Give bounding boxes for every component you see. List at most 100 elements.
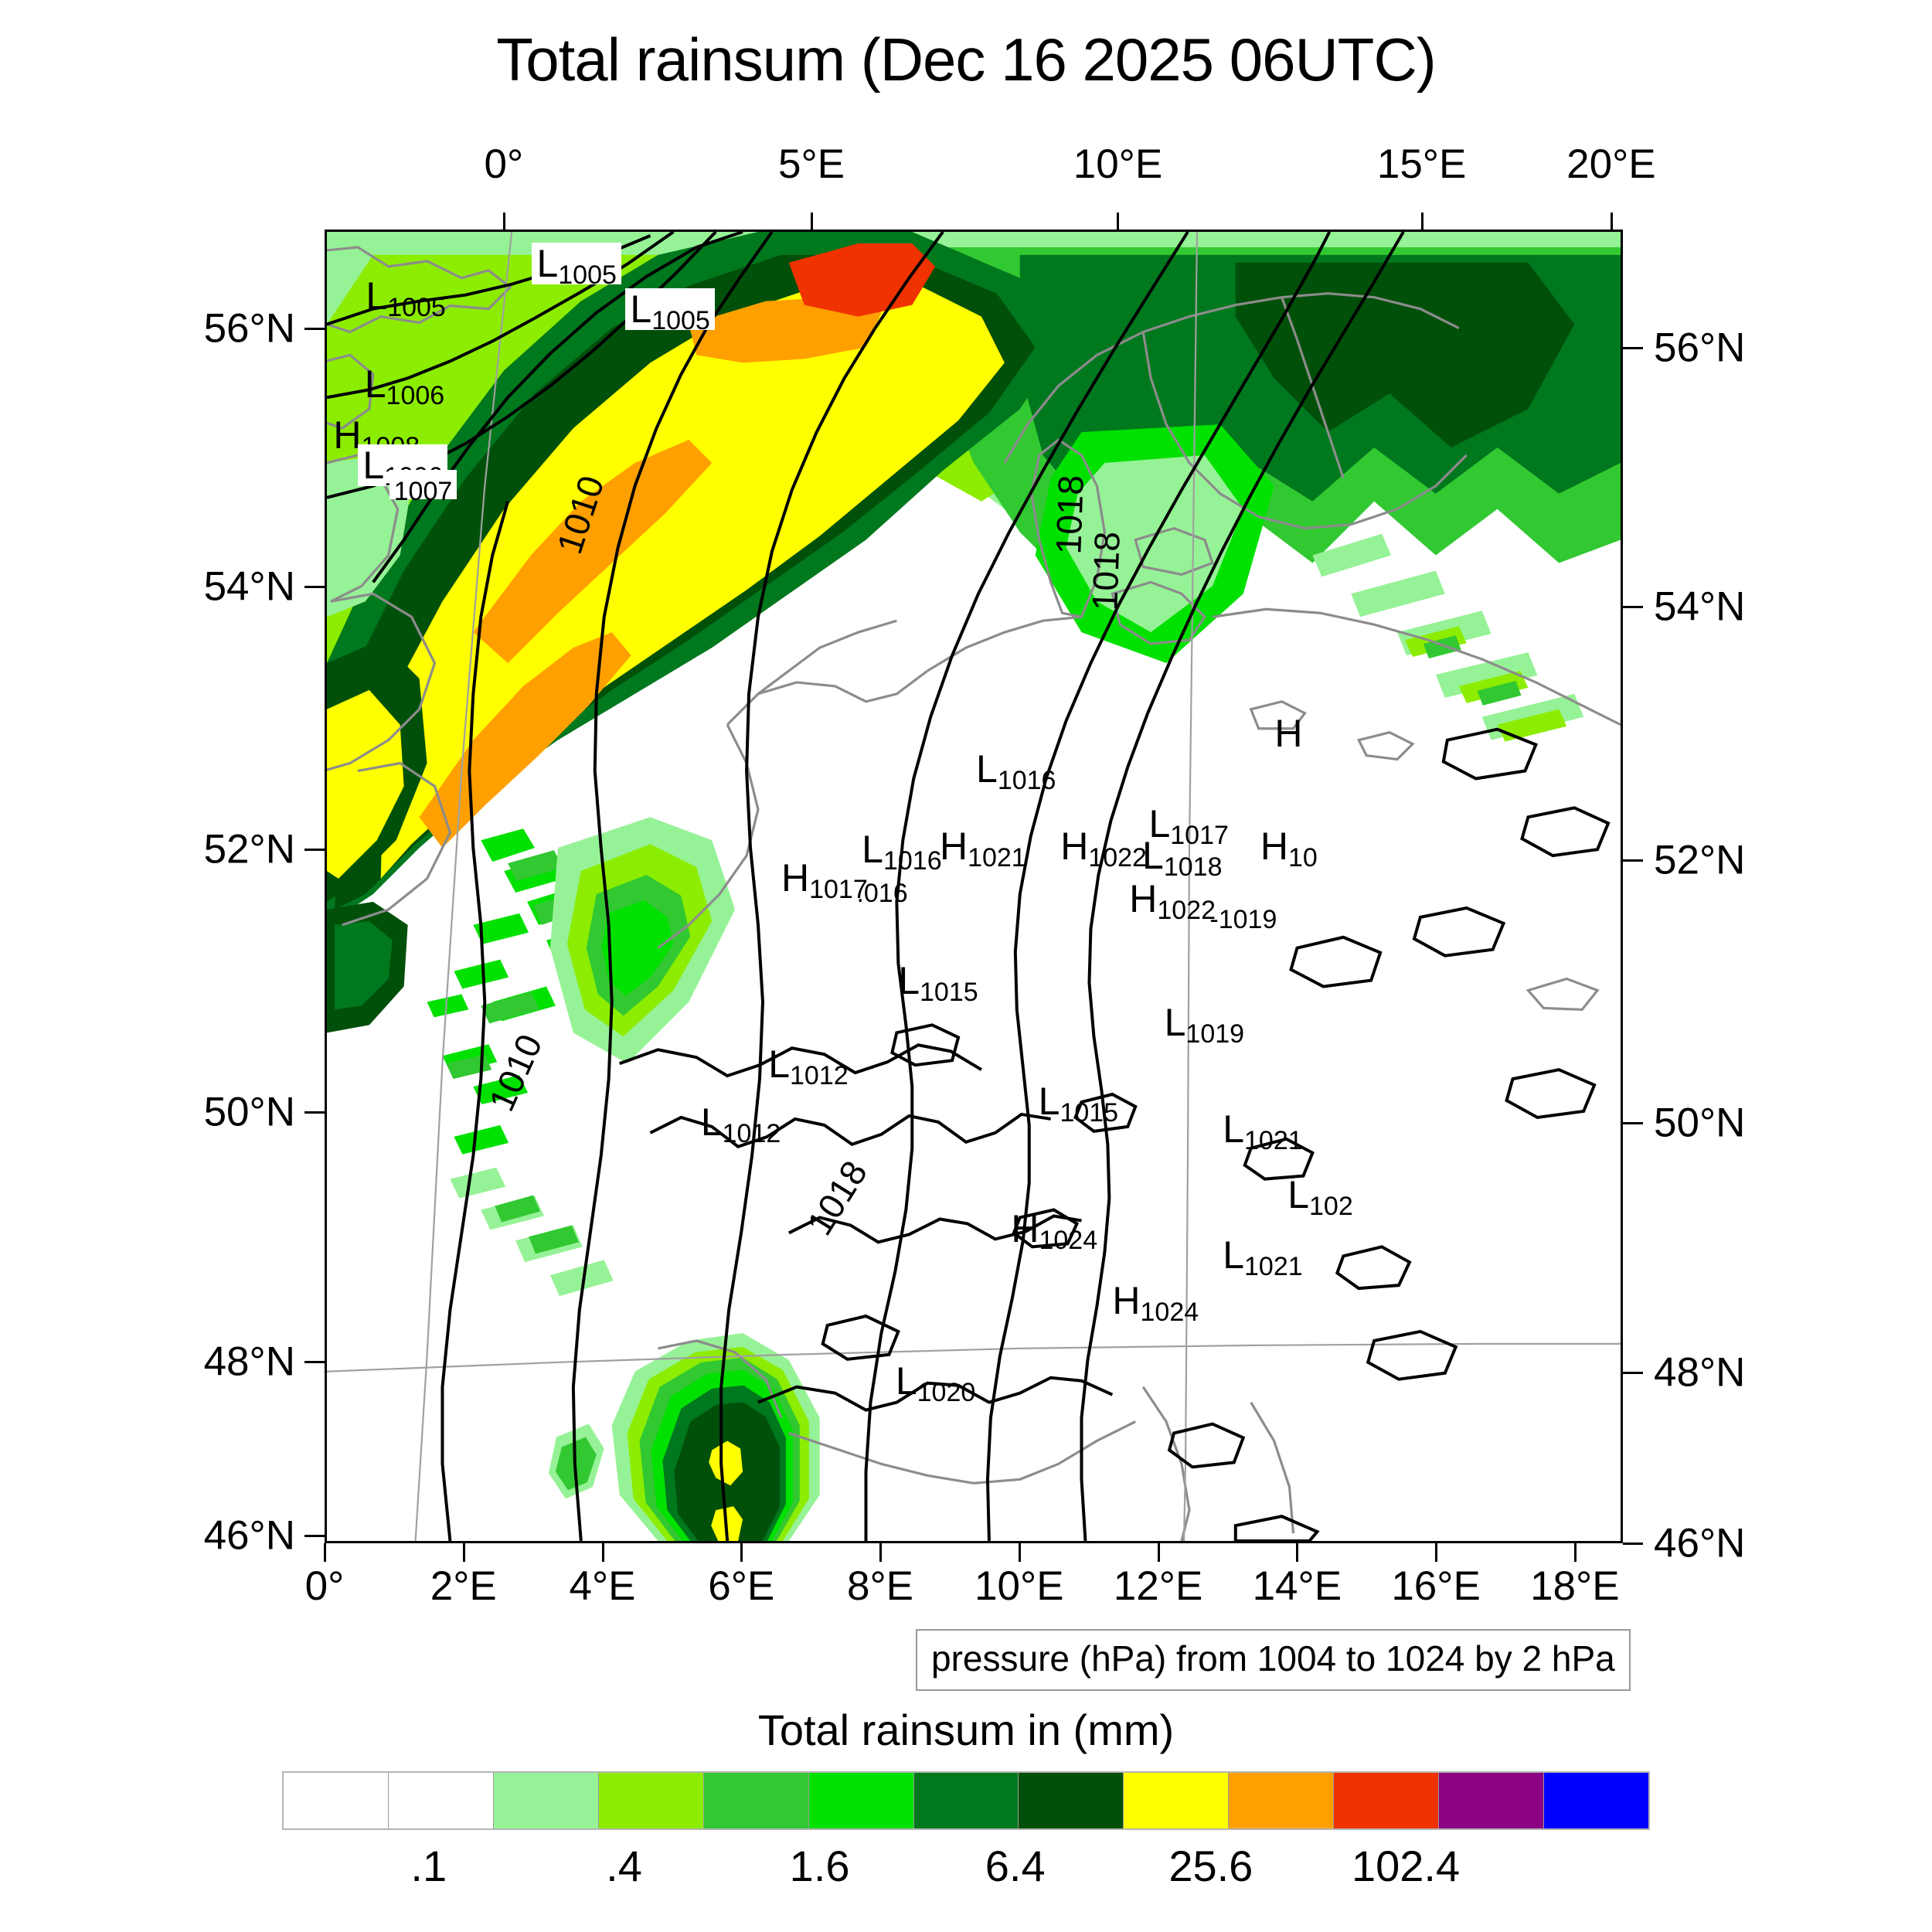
bottom-axis-label-8: 16°E xyxy=(1391,1563,1481,1609)
top-tickmark-2 xyxy=(1117,213,1120,230)
contour-value-label-3: 1018 xyxy=(1084,530,1128,611)
left-tickmark-0 xyxy=(304,327,325,330)
pressure-value: 1022 xyxy=(1157,896,1216,926)
top-tickmark-3 xyxy=(1420,213,1423,230)
pressure-symbol: L xyxy=(700,1100,723,1145)
pressure-symbol: L xyxy=(1223,1233,1244,1277)
colorbar-title: Total rainsum in (mm) xyxy=(757,1706,1175,1754)
pressure-high-label-13: H10 xyxy=(1260,827,1318,871)
right-tickmark-0 xyxy=(1623,347,1643,349)
pressure-symbol: L xyxy=(768,1043,790,1087)
pressure-symbol: L xyxy=(536,241,559,285)
pressure-symbol: L xyxy=(366,274,388,318)
pressure-low-label-12: L1018 xyxy=(1142,836,1222,880)
colorbar-swatch-0 xyxy=(284,1773,389,1828)
pressure-value: 1012 xyxy=(722,1119,781,1149)
pressure-low-label-2: L1005 xyxy=(625,288,715,334)
right-tickmark-1 xyxy=(1623,605,1643,608)
colorbar-swatch-6 xyxy=(913,1773,1019,1828)
pressure-value: 1016 xyxy=(883,845,942,876)
colorbar-swatch-3 xyxy=(598,1773,704,1828)
precipitation-shading xyxy=(327,232,1621,1541)
bottom-tickmark-9 xyxy=(1573,1543,1577,1562)
right-tickmark-3 xyxy=(1623,1122,1643,1124)
pressure-value: 1022 xyxy=(1088,843,1147,873)
bottom-axis-label-5: 10°E xyxy=(975,1563,1064,1609)
pressure-value: 1017 xyxy=(809,874,868,904)
top-axis-label-3: 15°E xyxy=(1376,141,1467,187)
pressure-value: 1005 xyxy=(387,292,446,322)
top-axis-label-2: 10°E xyxy=(1073,141,1163,187)
pressure-symbol: H xyxy=(1060,825,1089,869)
pressure-symbol: H xyxy=(939,825,968,869)
weather-map-canvas xyxy=(327,232,1621,1541)
pressure-value: 1017 xyxy=(1170,821,1229,851)
pressure-value: 1006 xyxy=(386,380,445,410)
bottom-axis-label-1: 2°E xyxy=(430,1563,497,1609)
pressure-symbol: H xyxy=(1129,877,1158,921)
right-axis-label-4: 48°N xyxy=(1654,1349,1746,1396)
colorbar-tick-label-5: 102.4 xyxy=(1351,1842,1461,1890)
pressure-legend: pressure (hPa) from 1004 to 1024 by 2 hP… xyxy=(916,1629,1631,1691)
pressure-high-label-27: H1024 xyxy=(1112,1281,1199,1325)
colorbar[interactable] xyxy=(282,1771,1650,1830)
right-tickmark-4 xyxy=(1623,1372,1643,1374)
pressure-low-label-19: L1019 xyxy=(1164,1000,1244,1047)
bottom-axis-label-9: 18°E xyxy=(1530,1563,1620,1609)
colorbar-label-row: .1 .4 1.6 6.4 25.6 102.4 xyxy=(282,1841,1650,1903)
bottom-tickmark-4 xyxy=(879,1543,883,1562)
pressure-value: 1021 xyxy=(1244,1125,1303,1155)
pressure-low-label-23: L1012 xyxy=(700,1100,781,1147)
pressure-low-label-1: L1005 xyxy=(532,241,621,288)
bottom-tickmark-1 xyxy=(462,1543,465,1562)
bottom-tickmark-2 xyxy=(601,1543,604,1562)
pressure-value: .016 xyxy=(856,878,908,908)
top-axis-label-1: 5°E xyxy=(777,141,845,187)
page-title: Total rainsum (Dec 16 2025 06UTC) xyxy=(496,26,1437,94)
pressure-value: 1024 xyxy=(1140,1298,1199,1328)
pressure-symbol: H xyxy=(1274,711,1303,755)
pressure-low-label-25: L1021 xyxy=(1223,1233,1302,1280)
pressure-symbol: L xyxy=(895,1359,917,1403)
pressure-low-label-7: L1016 xyxy=(976,750,1056,794)
pressure-symbol: L xyxy=(1164,1000,1186,1044)
pressure-value: 1020 xyxy=(917,1378,976,1407)
pressure-low-label-20: L1012 xyxy=(768,1043,848,1089)
pressure-value: 1007 xyxy=(393,476,453,506)
left-tickmark-1 xyxy=(304,586,325,589)
pressure-value: 1005 xyxy=(558,260,617,290)
pressure-value-label-6: 1007 xyxy=(389,469,457,505)
right-axis-label-0: 56°N xyxy=(1654,325,1746,371)
left-axis-label-1: 54°N xyxy=(203,563,295,610)
right-axis-label-1: 54°N xyxy=(1654,583,1746,630)
right-axis-label-2: 52°N xyxy=(1654,837,1746,883)
left-axis-label-3: 50°N xyxy=(203,1089,295,1135)
right-tickmark-2 xyxy=(1623,859,1643,862)
pressure-value: -1019 xyxy=(1209,904,1277,934)
pressure-symbol: L xyxy=(362,444,385,488)
pressure-value: 102 xyxy=(1309,1191,1353,1221)
pressure-value: 1019 xyxy=(1185,1019,1245,1049)
colorbar-tick-label-4: 25.6 xyxy=(1168,1842,1253,1890)
bottom-tickmark-5 xyxy=(1018,1543,1021,1562)
colorbar-swatch-8 xyxy=(1124,1773,1230,1828)
colorbar-tick-label-1: .4 xyxy=(606,1842,642,1890)
colorbar-swatch-5 xyxy=(808,1773,914,1828)
left-axis-label-5: 46°N xyxy=(203,1512,295,1559)
contour-value-label-2: 1018 xyxy=(1048,474,1091,555)
pressure-symbol: L xyxy=(1287,1172,1309,1216)
pressure-low-label-9: L1016 xyxy=(862,830,941,874)
pressure-symbol: H xyxy=(1011,1206,1039,1250)
right-axis-label-3: 50°N xyxy=(1654,1100,1746,1146)
pressure-symbol: H xyxy=(333,413,362,457)
map-plot-frame: L1005L1005L1005L1006H1008L10061007L1016L… xyxy=(325,230,1623,1543)
bottom-axis-label-7: 14°E xyxy=(1252,1563,1342,1609)
pressure-low-label-3: L1006 xyxy=(365,365,444,409)
colorbar-swatch-1 xyxy=(388,1773,494,1828)
colorbar-swatch-7 xyxy=(1019,1773,1124,1828)
top-tickmark-0 xyxy=(502,213,505,230)
bottom-axis-label-4: 8°E xyxy=(847,1563,914,1609)
pressure-value: 1021 xyxy=(968,843,1026,873)
bottom-tickmark-0 xyxy=(324,1543,326,1562)
bottom-tickmark-8 xyxy=(1435,1543,1438,1562)
